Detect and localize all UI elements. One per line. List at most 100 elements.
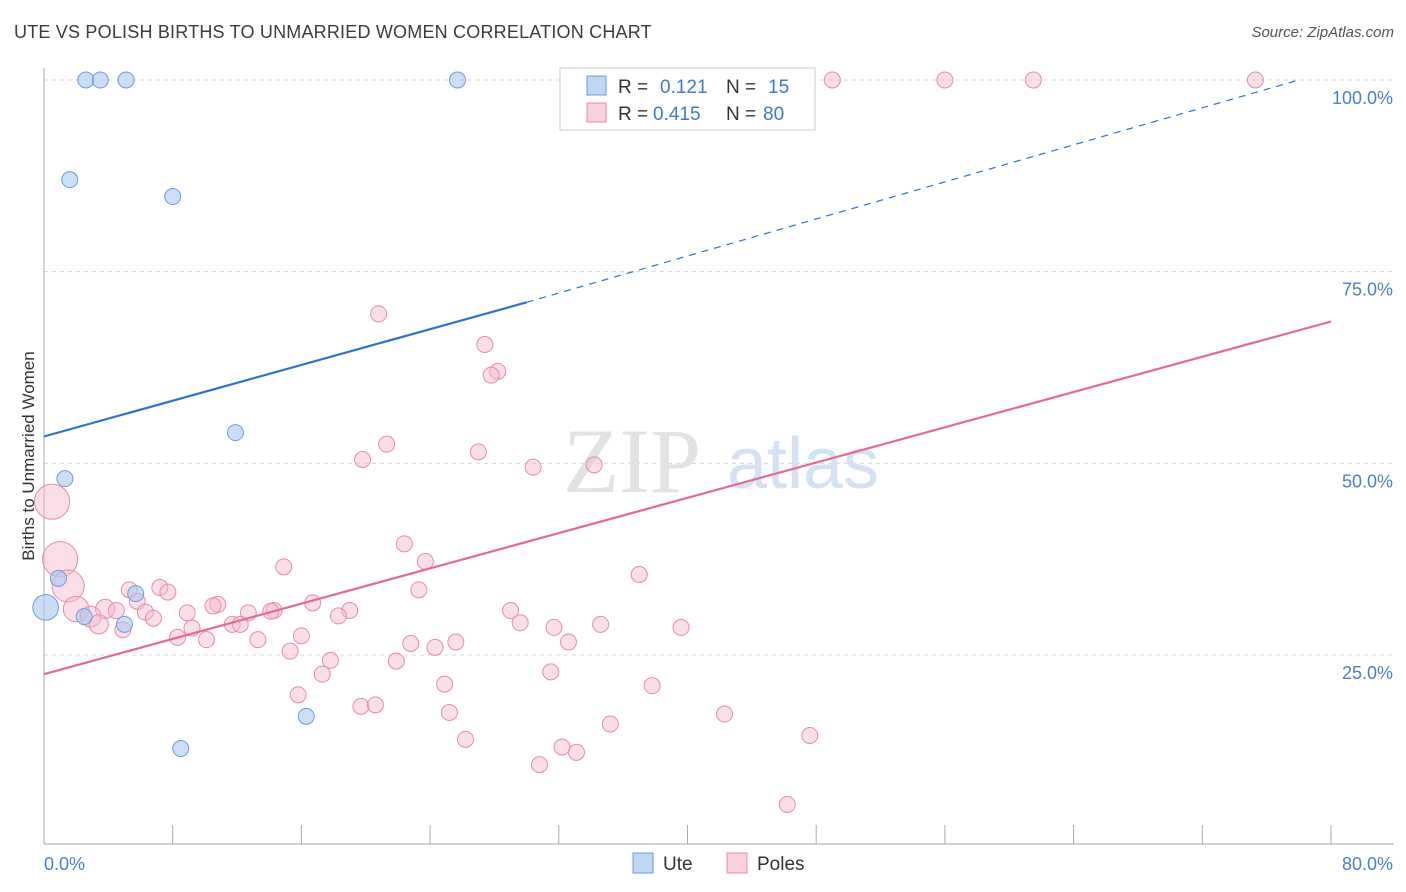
ute-point: [32, 594, 59, 621]
poles-point: [801, 727, 819, 744]
ute-point: [226, 424, 244, 442]
poles-point: [936, 71, 954, 89]
poles-point: [341, 602, 359, 620]
poles-point: [313, 665, 331, 683]
poles-point: [88, 614, 109, 635]
ute-swatch: [586, 75, 607, 96]
ute-point: [75, 608, 93, 626]
ute-trend-line: [43, 301, 527, 438]
poles-r-label: R =: [618, 104, 648, 125]
stats-legend: R = 0.121 N = 15 R = 0.415 N = 80: [559, 67, 816, 131]
source-credit: Source: ZipAtlas.com: [1251, 24, 1394, 41]
legend-ute-swatch: [632, 852, 654, 874]
poles-point: [1246, 71, 1264, 89]
poles-r-value: 0.415: [653, 104, 701, 125]
y-tick-label: 25.0%: [1342, 663, 1393, 683]
poles-point: [410, 581, 428, 599]
poles-point: [281, 642, 299, 660]
x-tick-label: 0.0%: [44, 854, 85, 874]
trend-lines: [43, 79, 1332, 676]
poles-point: [545, 618, 563, 636]
x-tick-label: 80.0%: [1342, 854, 1393, 874]
ute-point: [115, 615, 133, 633]
ute-point: [117, 71, 135, 89]
y-tick-label: 100.0%: [1332, 88, 1393, 108]
legend-poles-swatch: [726, 852, 748, 874]
poles-point: [716, 705, 734, 723]
poles-point: [585, 456, 603, 474]
poles-point: [476, 336, 494, 353]
gridlines: [44, 79, 1394, 656]
poles-point: [151, 579, 169, 597]
poles-point: [107, 602, 125, 620]
poles-point: [530, 756, 548, 774]
ute-point: [49, 569, 67, 587]
poles-trend-line: [43, 320, 1332, 676]
ute-points: [32, 71, 466, 758]
poles-point: [159, 583, 177, 601]
poles-point: [178, 604, 196, 622]
poles-point: [630, 566, 648, 583]
poles-point: [447, 633, 465, 651]
poles-point: [482, 366, 500, 384]
poles-point: [352, 697, 370, 715]
watermark-zip: ZIP: [563, 410, 701, 512]
poles-point: [144, 609, 162, 627]
poles-point: [1024, 71, 1042, 89]
poles-point: [378, 435, 396, 453]
poles-point: [592, 615, 610, 633]
ute-point: [56, 470, 74, 488]
ute-point: [172, 740, 190, 758]
poles-point: [823, 71, 841, 89]
ute-point: [61, 171, 79, 189]
legend-poles-label: Poles: [757, 854, 805, 875]
poles-point: [553, 738, 571, 756]
poles-point: [567, 743, 585, 761]
y-tick-label: 50.0%: [1342, 471, 1393, 491]
y-tick-label: 75.0%: [1342, 280, 1393, 300]
ute-point: [77, 71, 95, 89]
ute-point: [448, 71, 466, 89]
poles-point: [354, 451, 372, 468]
poles-point: [402, 635, 420, 652]
poles-point: [197, 631, 215, 649]
legend-ute-label: Ute: [663, 854, 693, 875]
series-legend: Ute Poles: [632, 852, 805, 875]
poles-point: [204, 597, 222, 615]
poles-point: [559, 633, 577, 651]
poles-point: [321, 651, 339, 669]
y-axis-label: Births to Unmarried Women: [19, 351, 38, 560]
ute-r-label: R =: [618, 77, 648, 98]
ute-r-value: 0.121: [660, 77, 708, 98]
watermark-atlas: atlas: [727, 424, 879, 504]
poles-point: [249, 631, 267, 649]
poles-n-value: 80: [763, 104, 784, 125]
poles-point: [778, 796, 796, 813]
axes: [43, 68, 1394, 845]
poles-point: [672, 618, 690, 636]
poles-point: [601, 715, 619, 733]
poles-point: [524, 458, 542, 476]
poles-point: [395, 535, 413, 553]
poles-point: [643, 677, 661, 695]
poles-point: [542, 663, 560, 681]
poles-point: [387, 652, 405, 670]
ute-n-label: N =: [726, 77, 756, 98]
poles-point: [440, 704, 458, 721]
poles-point: [370, 305, 388, 323]
ute-point: [164, 188, 182, 206]
poles-point: [511, 614, 529, 632]
ute-trend-extension: [526, 79, 1299, 303]
poles-point: [366, 696, 384, 714]
ute-point: [297, 707, 315, 725]
tick-labels: 25.0% 50.0% 75.0% 100.0% 0.0% 80.0%: [44, 88, 1393, 874]
poles-point: [456, 730, 474, 748]
poles-point: [436, 675, 454, 693]
poles-point: [469, 443, 487, 461]
poles-point: [329, 607, 347, 625]
watermark: ZIP atlas: [563, 410, 879, 512]
poles-point: [33, 483, 71, 520]
poles-point: [292, 627, 310, 645]
poles-point: [275, 558, 293, 576]
